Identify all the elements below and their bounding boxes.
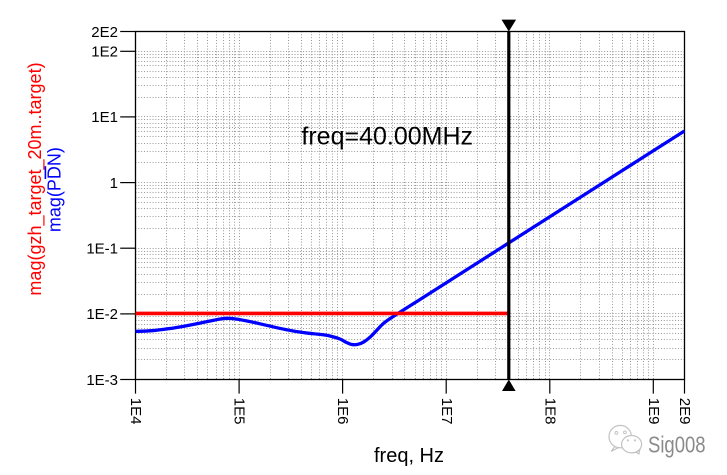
svg-text:mag(gzh_target_20m..target): mag(gzh_target_20m..target) [25,62,46,295]
svg-text:1E-3: 1E-3 [86,372,118,389]
svg-text:1E2: 1E2 [91,44,118,61]
svg-text:1: 1 [110,175,118,192]
svg-text:Sig008: Sig008 [648,432,706,458]
svg-text:mag(PDN): mag(PDN) [44,147,64,232]
svg-text:2E2: 2E2 [91,24,118,41]
svg-text:1E8: 1E8 [541,398,558,425]
svg-text:1E-1: 1E-1 [86,241,118,258]
svg-text:1E5: 1E5 [231,398,248,425]
svg-text:1E1: 1E1 [91,109,118,126]
svg-text:freq, Hz: freq, Hz [374,445,444,467]
svg-text:1E7: 1E7 [438,398,455,425]
svg-text:1E-2: 1E-2 [86,306,118,323]
svg-text:2E9: 2E9 [676,398,693,425]
svg-text:1E4: 1E4 [127,398,144,425]
svg-text:1E9: 1E9 [645,398,662,425]
svg-text:freq=40.00MHz: freq=40.00MHz [301,122,473,150]
svg-text:1E6: 1E6 [334,398,351,425]
